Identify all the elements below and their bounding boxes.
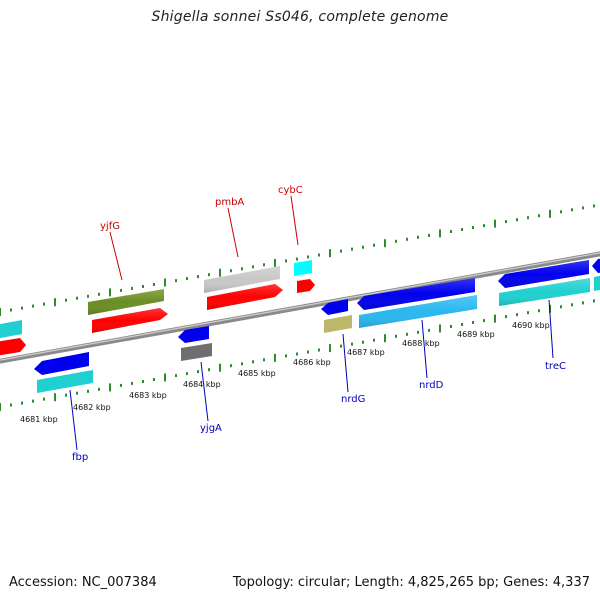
label-yjgA[interactable]: yjgA [200,423,222,434]
label-pmbA[interactable]: pmbA [215,197,244,208]
gene-yjgA[interactable] [178,326,209,343]
gene-labels: yjfG pmbA cybC fbp yjgA nrdG nrdD treC [72,185,566,463]
scale-label: 4687 kbp [347,348,385,357]
gene-shading [88,260,590,333]
scale-label: 4689 kbp [457,330,495,339]
gene-reverse-right-edge [592,258,600,273]
scale-labels: 4681 kbp 4682 kbp 4683 kbp 4684 kbp 4685… [20,321,550,424]
genome-backbone [0,251,600,364]
scale-label: 4688 kbp [402,339,440,348]
gene-reverse-gray [181,343,212,361]
genome-summary-text: Topology: circular; Length: 4,825,265 bp… [232,575,590,590]
scale-label: 4684 kbp [183,380,221,389]
scale-label: 4686 kbp [293,358,331,367]
inner-tick-ruler [0,299,595,411]
map-title: Shigella sonnei Ss046, complete genome [151,9,449,25]
gene-reverse-right-edge-cyan [594,275,600,291]
gene-reverse-fbp-cyan [37,370,93,393]
label-treC[interactable]: treC [545,361,566,372]
label-cybC[interactable]: cybC [278,185,303,196]
label-fbp[interactable]: fbp [72,452,88,463]
gene-cybC[interactable] [294,260,312,276]
scale-label: 4685 kbp [238,369,276,378]
label-leaders [69,195,554,451]
gene-nrdG[interactable] [321,299,348,315]
gene-forward-e [0,320,22,339]
gene-reverse-khaki [324,315,352,333]
label-yjfG[interactable]: yjfG [100,221,120,232]
genome-backbone-highlight [0,252,600,361]
label-nrdG[interactable]: nrdG [341,394,365,405]
gene-fbp[interactable] [34,352,89,375]
scale-label: 4683 kbp [129,391,167,400]
gene-forward-a [0,338,26,356]
scale-label: 4681 kbp [20,415,58,424]
outer-tick-ruler [0,204,595,316]
accession-text: Accession: NC_007384 [9,575,157,590]
scale-label: 4690 kbp [512,321,550,330]
scale-label: 4682 kbp [73,403,111,412]
gene-forward-d [297,279,315,293]
label-nrdD[interactable]: nrdD [419,380,444,391]
